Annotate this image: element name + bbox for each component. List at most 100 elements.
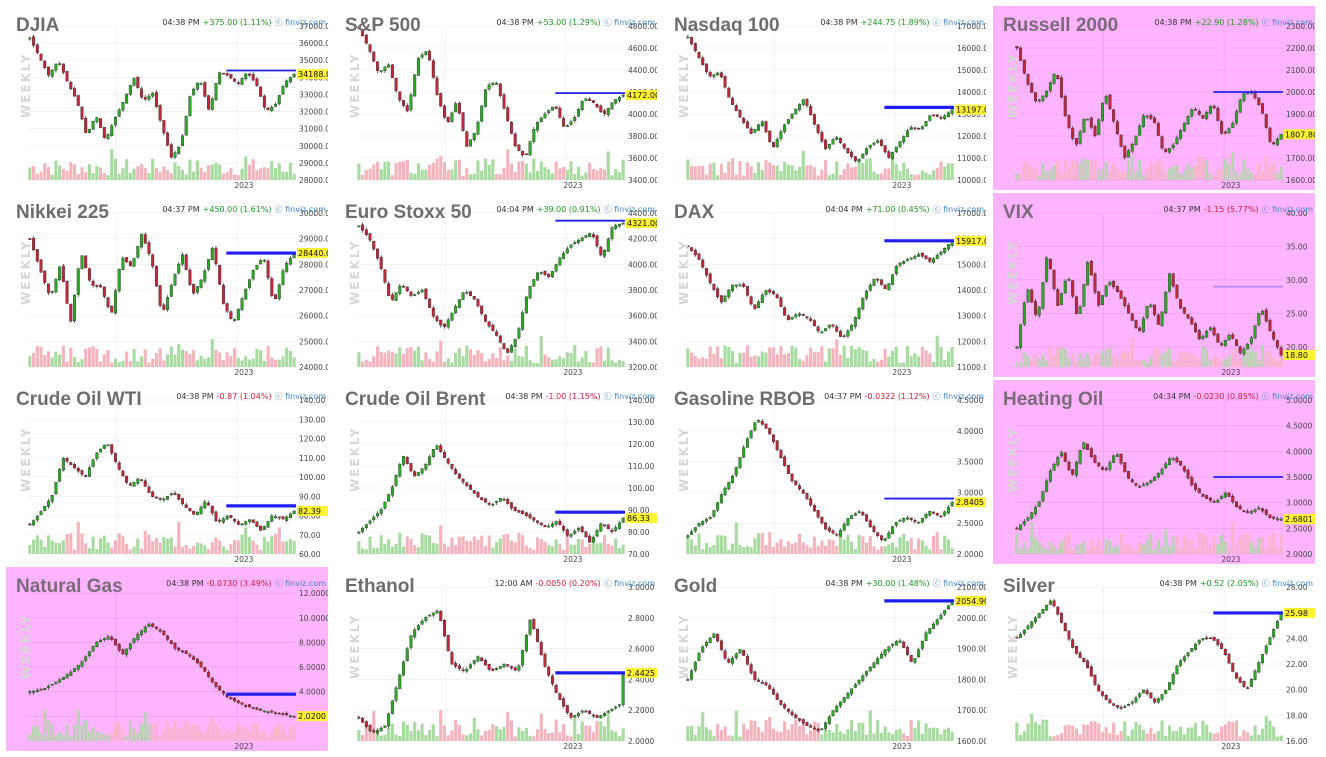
- volume-bar: [188, 354, 192, 367]
- chart-panel[interactable]: 16.0018.0020.0022.0024.0026.0028.0025.98…: [993, 567, 1315, 751]
- chart-panel[interactable]: 20.00 25.00 30.00 35.00 40.00 18.80 VIX 04:37 P…: [993, 193, 1315, 377]
- volume-bar: [180, 349, 185, 367]
- candle-body: [1261, 311, 1265, 315]
- volume-bar: [617, 736, 621, 741]
- finviz-link[interactable]: ⓒ finviz.com: [1261, 579, 1313, 588]
- volume-bar: [498, 538, 502, 554]
- volume-bar: [838, 174, 843, 180]
- candle-body: [775, 139, 779, 148]
- candle-body: [794, 480, 798, 486]
- finviz-link[interactable]: ⓒ finviz.com: [274, 579, 326, 588]
- chart-panel[interactable]: 3200.00 3400.00 3600.00 3800.00 4000.00 4200.…: [335, 193, 657, 377]
- volume-bar: [154, 722, 158, 741]
- candle-body: [827, 716, 831, 725]
- volume-bar: [701, 549, 705, 554]
- finviz-link[interactable]: ⓒ finviz.com: [274, 205, 326, 214]
- volume-bar: [409, 539, 413, 554]
- volume-bar: [1253, 352, 1257, 367]
- candle-body: [457, 102, 461, 114]
- candle-body: [450, 312, 454, 321]
- chart-panel[interactable]: 1600.001700.001800.001900.002000.002100.…: [993, 6, 1315, 190]
- candle-body: [69, 304, 73, 322]
- chart-panel[interactable]: 24000.0025000.0026000.0027000.0028000.00…: [6, 193, 328, 377]
- volume-bar: [1234, 720, 1239, 741]
- chart-panel[interactable]: 10000.0011000.0012000.0013000.0014000.00…: [664, 6, 986, 190]
- volume-bar: [281, 726, 285, 741]
- volume-bar: [236, 723, 240, 741]
- candle-body: [199, 279, 203, 288]
- volume-bar: [199, 167, 203, 180]
- finviz-link[interactable]: ⓒ finviz.com: [1261, 392, 1313, 401]
- volume-bar: [547, 733, 551, 741]
- volume-bar: [132, 348, 136, 367]
- volume-bar: [136, 166, 140, 180]
- volume-bar: [288, 350, 292, 367]
- candle-body: [528, 141, 532, 156]
- candle-body: [943, 610, 947, 615]
- finviz-link[interactable]: ⓒ finviz.com: [932, 205, 984, 214]
- volume-bar: [716, 723, 720, 741]
- finviz-link[interactable]: ⓒ finviz.com: [603, 205, 655, 214]
- volume-bar: [1190, 167, 1194, 180]
- volume-bar: [602, 169, 607, 180]
- volume-bar: [1238, 736, 1242, 741]
- chart-panel[interactable]: 11000.0012000.0013000.0014000.0015000.00…: [664, 193, 986, 377]
- candle-body: [920, 517, 924, 523]
- volume-bar: [106, 542, 110, 554]
- chart-panel[interactable]: 2.0000 2.5000 3.0000 3.5000 4.0000 4.5000 5.00…: [993, 380, 1315, 564]
- candle-body: [1238, 677, 1242, 683]
- candle-body: [87, 128, 91, 133]
- finviz-link[interactable]: ⓒ finviz.com: [932, 392, 984, 401]
- chart-panel[interactable]: 2.0000 2.5000 3.0000 3.5000 4.0000 4.5000 2.84…: [664, 380, 986, 564]
- chart-title: DAX: [674, 202, 715, 223]
- volume-bar: [535, 537, 540, 554]
- candle-body: [262, 710, 266, 713]
- finviz-link[interactable]: ⓒ finviz.com: [603, 18, 655, 27]
- volume-bar: [143, 349, 147, 367]
- chart-panel[interactable]: 60.00 70.00 80.00 90.00 100.00 110.00 120.00 13…: [6, 380, 328, 564]
- candle-body: [887, 532, 891, 539]
- chart-panel[interactable]: 70.00 80.00 90.00 100.00 110.00 120.00 130.00 1…: [335, 380, 657, 564]
- finviz-link[interactable]: ⓒ finviz.com: [1261, 205, 1313, 214]
- y-tick-label: 4000.00: [628, 260, 657, 269]
- volume-bar: [1112, 163, 1116, 180]
- volume-bar: [375, 732, 380, 741]
- candle-body: [495, 668, 499, 670]
- candle-body: [1205, 330, 1209, 338]
- candle-body: [827, 527, 831, 532]
- candle-body: [1253, 670, 1257, 680]
- candle-body: [932, 511, 936, 514]
- volume-bar: [1175, 536, 1179, 554]
- finviz-link[interactable]: ⓒ finviz.com: [274, 392, 326, 401]
- volume-bar: [701, 712, 705, 741]
- finviz-link[interactable]: ⓒ finviz.com: [603, 392, 655, 401]
- candle-body: [1145, 305, 1149, 318]
- volume-bar: [1205, 536, 1209, 554]
- candle-body: [46, 283, 50, 294]
- chart-panel[interactable]: 3400.003600.003800.004000.004200.004400.…: [335, 6, 657, 190]
- candle-body: [274, 516, 278, 519]
- finviz-link[interactable]: ⓒ finviz.com: [932, 579, 984, 588]
- volume-bar: [1279, 350, 1283, 367]
- volume-bar: [439, 155, 443, 180]
- candle-body: [768, 130, 772, 143]
- finviz-link[interactable]: ⓒ finviz.com: [603, 579, 655, 588]
- volume-bar: [909, 538, 913, 554]
- candle-body: [599, 523, 603, 532]
- chart-panel[interactable]: 2.0000 2.2000 2.4000 2.6000 2.8000 3.0000 2.44…: [335, 567, 657, 751]
- volume-bar: [1086, 353, 1090, 367]
- chart-panel[interactable]: 28000.0029000.0030000.0031000.0032000.00…: [6, 6, 328, 190]
- last-price-badge: [297, 711, 328, 722]
- finviz-link[interactable]: ⓒ finviz.com: [274, 18, 326, 27]
- volume-bar: [891, 542, 895, 554]
- candle-body: [805, 493, 809, 500]
- volume-bar: [723, 536, 727, 554]
- chart-panel[interactable]: 2.00004.00006.00008.000010.000012.00002.…: [6, 567, 328, 751]
- finviz-link[interactable]: ⓒ finviz.com: [932, 18, 984, 27]
- finviz-link[interactable]: ⓒ finviz.com: [1261, 18, 1313, 27]
- volume-bar: [872, 358, 876, 367]
- candle-body: [595, 235, 599, 247]
- candle-body: [599, 715, 603, 718]
- candle-body: [420, 54, 424, 58]
